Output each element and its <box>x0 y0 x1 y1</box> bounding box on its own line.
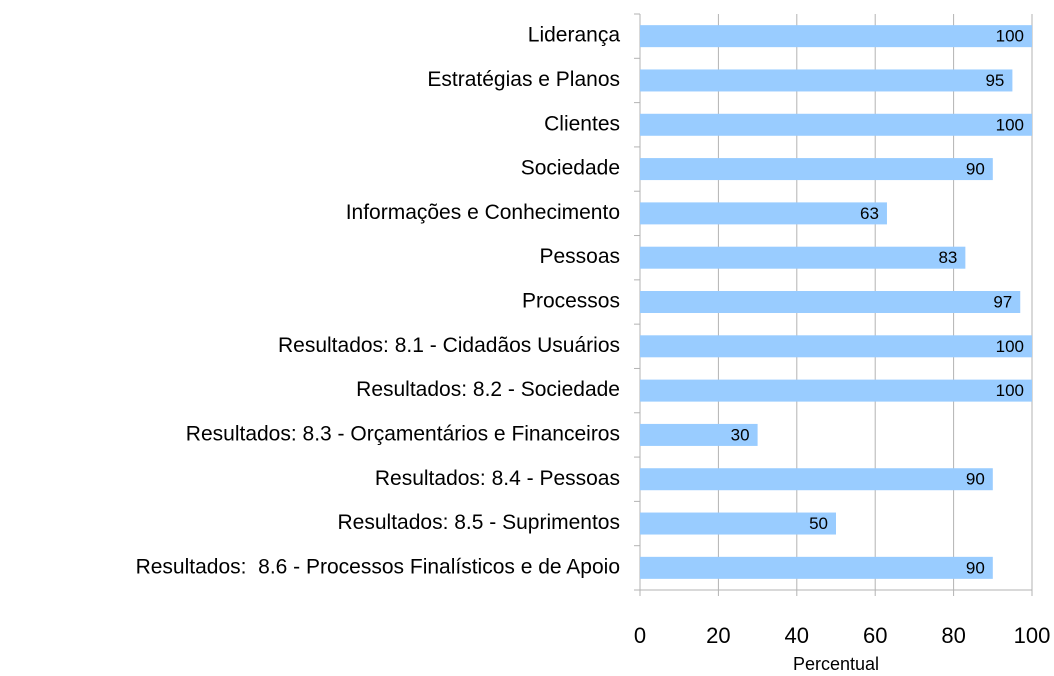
data-label: 95 <box>985 71 1004 90</box>
data-label: 30 <box>731 425 750 444</box>
x-axis-title: Percentual <box>793 654 879 674</box>
y-tick-label: Resultados: 8.6 - Processos Finalísticos… <box>136 555 620 578</box>
x-tick-label: 100 <box>1014 623 1051 648</box>
y-tick-label: Resultados: 8.3 - Orçamentários e Financ… <box>186 422 620 445</box>
data-label: 100 <box>996 337 1024 356</box>
data-label: 90 <box>966 160 985 179</box>
bar <box>640 291 1021 313</box>
y-tick-label: Resultados: 8.5 - Suprimentos <box>338 511 620 534</box>
y-tick-label: Resultados: 8.2 - Sociedade <box>356 378 620 401</box>
x-tick-label: 20 <box>706 623 730 648</box>
data-label: 97 <box>993 292 1012 311</box>
y-tick-label: Informações e Conhecimento <box>346 201 620 224</box>
bar <box>640 246 966 269</box>
data-label: 50 <box>809 514 828 533</box>
x-tick-label: 80 <box>941 623 965 648</box>
data-label: 83 <box>938 248 957 267</box>
bar <box>640 25 1032 48</box>
bar <box>640 468 993 491</box>
bar <box>640 113 1032 136</box>
x-tick-label: 0 <box>634 623 646 648</box>
y-tick-label: Resultados: 8.4 - Pessoas <box>375 467 620 490</box>
data-label: 100 <box>996 27 1024 46</box>
bar <box>640 158 993 181</box>
bar <box>640 379 1032 402</box>
y-tick-label: Liderança <box>528 24 621 47</box>
y-tick-label: Resultados: 8.1 - Cidadãos Usuários <box>278 334 620 357</box>
bar <box>640 335 1032 358</box>
y-tick-label: Estratégias e Planos <box>427 68 620 91</box>
bar <box>640 202 887 225</box>
bar <box>640 69 1013 92</box>
y-tick-label: Pessoas <box>539 245 620 268</box>
y-tick-label: Processos <box>522 290 620 313</box>
y-tick-label: Clientes <box>544 112 620 135</box>
data-label: 90 <box>966 558 985 577</box>
bar <box>640 423 758 446</box>
x-tick-label: 40 <box>785 623 809 648</box>
bar <box>640 512 836 535</box>
data-label: 100 <box>996 115 1024 134</box>
data-label: 63 <box>860 204 879 223</box>
data-label: 90 <box>966 470 985 489</box>
bar <box>640 556 993 579</box>
data-label: 100 <box>996 381 1024 400</box>
x-tick-label: 60 <box>863 623 887 648</box>
y-tick-label: Sociedade <box>521 157 620 180</box>
